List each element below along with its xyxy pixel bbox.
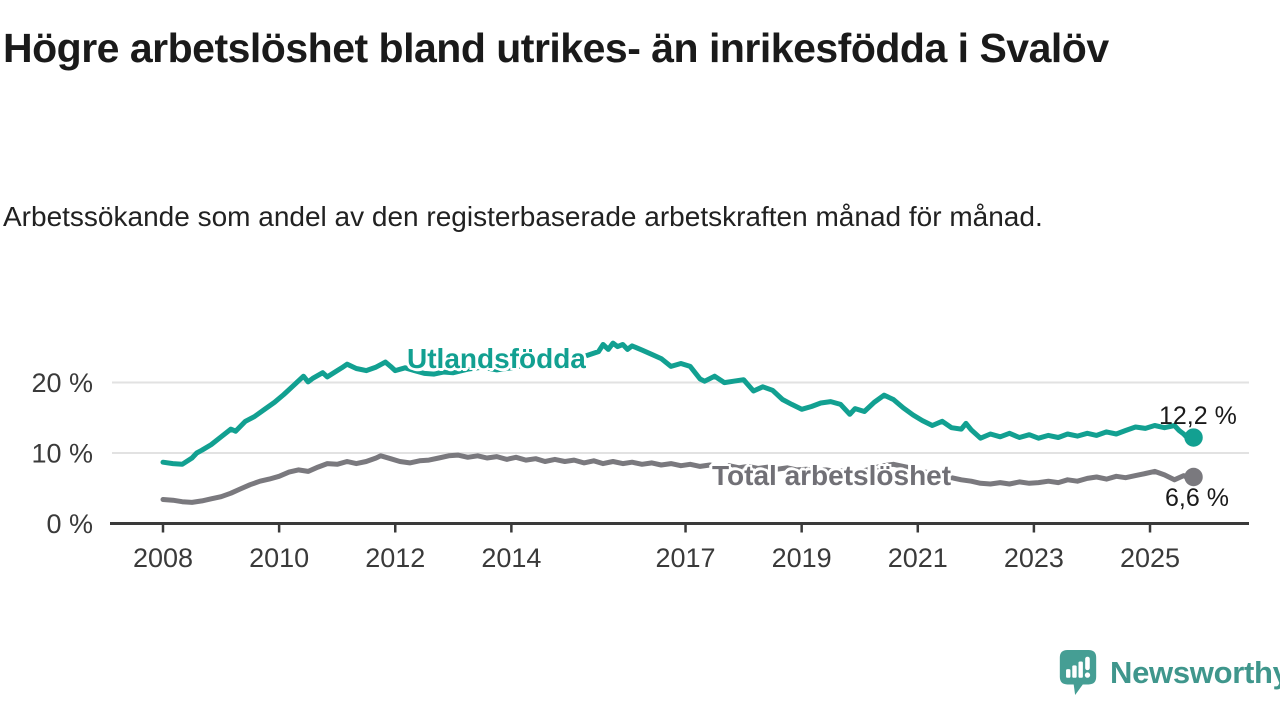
y-tick-label-0pct: 0 % (46, 509, 93, 539)
x-tick-label-2010: 2010 (249, 543, 309, 573)
newsworthy-logo[interactable]: Newsworthy (1056, 648, 1280, 697)
series-label-utlandsfodda: Utlandsfödda (407, 343, 586, 374)
x-tick-label-2014: 2014 (481, 543, 541, 573)
series-label-total-arbetsloshet: Total arbetslöshet (712, 460, 952, 491)
x-tick-label-2008: 2008 (133, 543, 193, 573)
end-value-label-utlandsfodda: 12,2 % (1159, 402, 1237, 430)
chart-subtitle: Arbetssökande som andel av den registerb… (3, 201, 1043, 232)
x-tick-label-2017: 2017 (656, 543, 716, 573)
series-end-dot-utlandsf-dda (1184, 428, 1203, 447)
newsworthy-speech-bubble-chart-icon (1059, 650, 1097, 695)
x-tick-label-2012: 2012 (365, 543, 425, 573)
y-tick-label-20pct: 20 % (31, 368, 93, 398)
end-value-label-total-arbetsloshet: 6,6 % (1165, 484, 1229, 512)
y-tick-label-10pct: 10 % (31, 439, 93, 469)
x-tick-label-2021: 2021 (888, 543, 948, 573)
logo-text: Newsworthy (1110, 654, 1280, 690)
x-tick-label-2025: 2025 (1120, 543, 1180, 573)
series-end-dot-total-arbetsl-shet (1184, 467, 1203, 487)
series-line-total-arbetsl-shet (160, 452, 1197, 505)
x-tick-label-2019: 2019 (772, 543, 832, 573)
x-tick-label-2023: 2023 (1004, 543, 1064, 573)
page-title: Högre arbetslöshet bland utrikes- än inr… (3, 25, 1109, 71)
series-line-utlandsf-dda (160, 340, 1197, 467)
